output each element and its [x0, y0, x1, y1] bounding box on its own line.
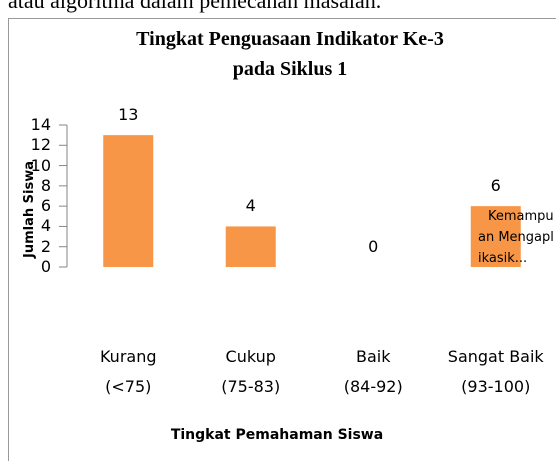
value-label: 13	[118, 105, 139, 125]
y-tick-label: 2	[40, 236, 51, 256]
bar	[225, 226, 276, 267]
legend: Kemampuan Mengaplikasik...	[478, 206, 554, 269]
y-tick-label: 12	[30, 135, 51, 155]
y-tick-label: 14	[30, 115, 51, 134]
context-text: atau algoritma dalam pemecahan masalah.	[8, 0, 382, 13]
x-tick-label: Kurang (<75)	[99, 347, 157, 396]
legend-swatch	[478, 212, 486, 220]
y-tick-label: 0	[40, 257, 51, 276]
bar	[103, 135, 154, 267]
x-tick-label: Sangat Baik (93-100)	[447, 347, 544, 396]
legend-label: Kemampuan Mengaplikasik...	[478, 209, 554, 266]
chart-frame	[8, 18, 556, 461]
chart-title: Tingkat Penguasaan Indikator Ke-3 pada S…	[136, 28, 444, 80]
x-axis-title: Tingkat Pemahaman Siswa	[170, 427, 384, 443]
value-label: 6	[490, 176, 501, 196]
y-tick-label: 8	[40, 175, 51, 195]
value-label: 0	[368, 237, 379, 256]
x-tick-label: Baik (84-92)	[343, 347, 403, 396]
x-tick-label: Cukup (75-83)	[221, 347, 281, 396]
y-tick-label: 10	[30, 155, 51, 175]
y-tick-label: 6	[40, 196, 51, 216]
y-tick-label: 4	[40, 216, 51, 236]
value-label: 4	[245, 196, 256, 216]
